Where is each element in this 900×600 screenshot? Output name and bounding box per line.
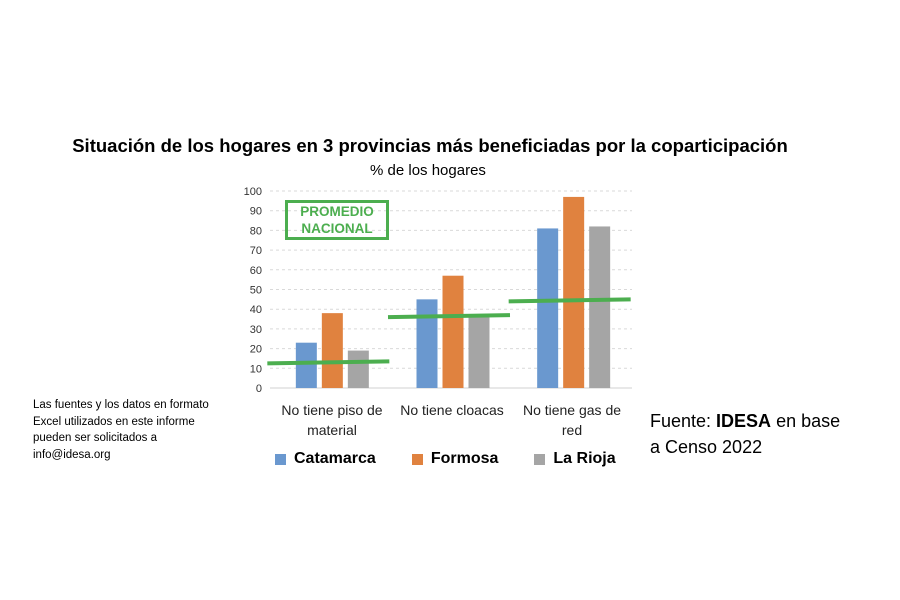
national-average-line	[387, 313, 511, 320]
national-average-line	[508, 297, 631, 304]
legend-label: La Rioja	[553, 450, 616, 467]
y-tick-label: 60	[250, 265, 262, 277]
bar-la-rioja	[468, 317, 490, 388]
bar-formosa	[442, 275, 464, 388]
bar-catamarca	[537, 228, 559, 388]
legend-swatch	[534, 453, 546, 465]
legend-swatch	[275, 453, 286, 465]
bar-catamarca	[416, 299, 438, 388]
y-tick-label: 100	[244, 186, 262, 198]
y-tick-label: 90	[250, 206, 262, 218]
chart-title: Situación de los hogares en 3 provincias…	[72, 135, 788, 156]
legend-item-la-rioja: La Rioja	[534, 450, 616, 468]
bar-la-rioja	[347, 350, 369, 388]
source-note: Fuente: IDESA en base a Censo 2022	[650, 408, 850, 460]
y-tick-label: 30	[250, 324, 262, 336]
legend-label: Formosa	[430, 450, 499, 467]
data-note: Las fuentes y los datos en formato Excel…	[33, 399, 209, 461]
legend-swatch	[411, 453, 423, 465]
bar-formosa	[563, 196, 585, 388]
y-tick-label: 70	[250, 245, 262, 257]
source-suffix: en base a Censo 2022	[650, 411, 841, 457]
y-tick-label: 20	[250, 344, 262, 356]
y-axis-label: % de los hogares	[370, 162, 486, 179]
legend-label: Catamarca	[294, 450, 376, 467]
legend-item-catamarca: Catamarca	[275, 450, 376, 468]
category-label: No tiene cloacas	[400, 402, 504, 418]
y-tick-label: 10	[250, 363, 262, 375]
y-tick-label: 50	[250, 285, 262, 297]
avg-label-line1: PROMEDIO	[300, 204, 374, 219]
source-org: IDESA	[716, 411, 772, 431]
legend: Catamarca Formosa La Rioja	[275, 450, 616, 468]
bar-la-rioja	[589, 226, 611, 388]
national-average-label: PROMEDIO NACIONAL	[285, 200, 389, 240]
y-tick-label: 80	[250, 225, 262, 237]
bar-catamarca	[295, 342, 317, 388]
y-tick-label: 0	[256, 383, 262, 395]
category-label: No tiene piso de material	[281, 402, 383, 438]
national-average-line	[267, 359, 390, 366]
bar-formosa	[321, 313, 343, 388]
source-prefix: Fuente:	[650, 411, 717, 431]
legend-item-formosa: Formosa	[411, 450, 499, 468]
y-tick-label: 40	[250, 304, 262, 316]
category-label: No tiene gas de red	[522, 402, 622, 438]
avg-label-line2: NACIONAL	[301, 221, 373, 236]
